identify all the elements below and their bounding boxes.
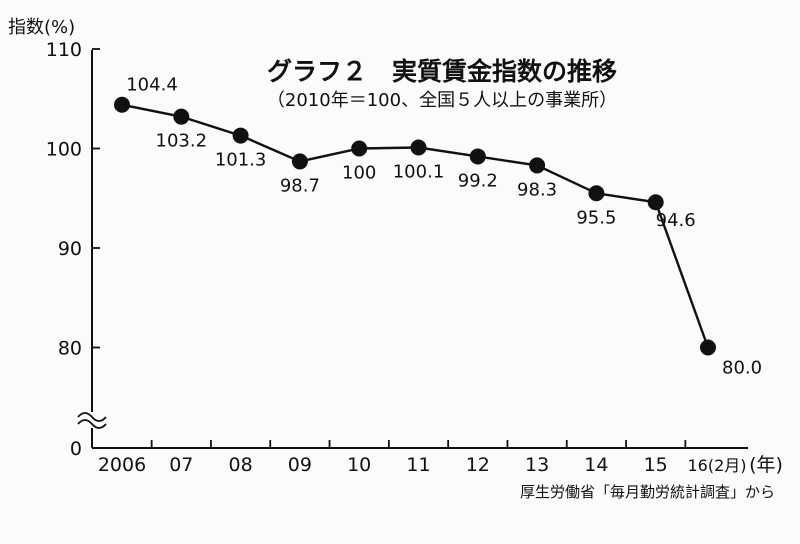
data-label: 100.1 <box>393 162 445 183</box>
data-point <box>588 185 605 202</box>
data-label: 95.5 <box>576 207 616 228</box>
y-axis-title: 指数(%) <box>8 17 75 38</box>
source-note: 厚生労働省「毎月勤労統計調査」から <box>520 483 775 501</box>
x-tick-label: 13 <box>525 454 549 476</box>
series-line <box>114 96 716 356</box>
data-point <box>410 139 427 156</box>
data-label: 100 <box>342 163 376 184</box>
data-point <box>529 157 546 174</box>
data-label: 80.0 <box>722 358 762 379</box>
x-tick-label: 12 <box>466 454 490 476</box>
data-label: 99.2 <box>458 170 498 191</box>
data-point <box>232 127 249 144</box>
y-tick-label: 0 <box>70 438 82 460</box>
data-label: 98.7 <box>280 175 320 196</box>
tick-labels: 110 100 90 80 0 2006 07 08 09 10 11 12 13 14 15 16(2月)(… <box>46 39 783 476</box>
x-tick-label: 16(2月) <box>687 456 746 475</box>
data-labels: 104.4 103.2 101.3 98.7 100 100.1 99.2 98.3 95.5 9… <box>126 75 762 379</box>
x-axis-title: (年) <box>749 454 783 476</box>
x-tick-label: 15 <box>644 454 668 476</box>
data-label: 98.3 <box>517 179 557 200</box>
y-tick-label: 90 <box>58 238 82 260</box>
y-tick-label: 110 <box>46 39 82 61</box>
x-tick-label: 2006 <box>98 454 146 476</box>
axes <box>77 48 748 449</box>
y-tick-label: 100 <box>46 139 82 161</box>
x-tick-label: 10 <box>347 454 371 476</box>
y-axis-break-mark <box>77 419 107 429</box>
data-point <box>291 153 308 170</box>
data-label: 104.4 <box>126 75 178 96</box>
chart-subtitle: （2010年＝100、全国５人以上の事業所） <box>267 90 617 111</box>
data-point <box>700 339 716 356</box>
data-label: 94.6 <box>656 210 696 231</box>
y-tick-label: 80 <box>58 338 82 360</box>
data-point <box>114 96 130 113</box>
chart-title: グラフ２ 実質賃金指数の推移 <box>267 57 617 86</box>
data-point <box>647 194 664 211</box>
data-point <box>351 140 368 157</box>
x-tick-label: 09 <box>288 454 312 476</box>
x-tick-label: 11 <box>406 454 430 476</box>
x-tick-label: 08 <box>229 454 253 476</box>
data-point <box>173 108 190 125</box>
x-tick-label: 14 <box>584 454 608 476</box>
data-point <box>469 148 486 165</box>
data-label: 103.2 <box>156 131 208 152</box>
x-tick-label: 07 <box>169 454 193 476</box>
data-label: 101.3 <box>215 150 267 171</box>
y-axis-break-mark <box>77 412 107 422</box>
